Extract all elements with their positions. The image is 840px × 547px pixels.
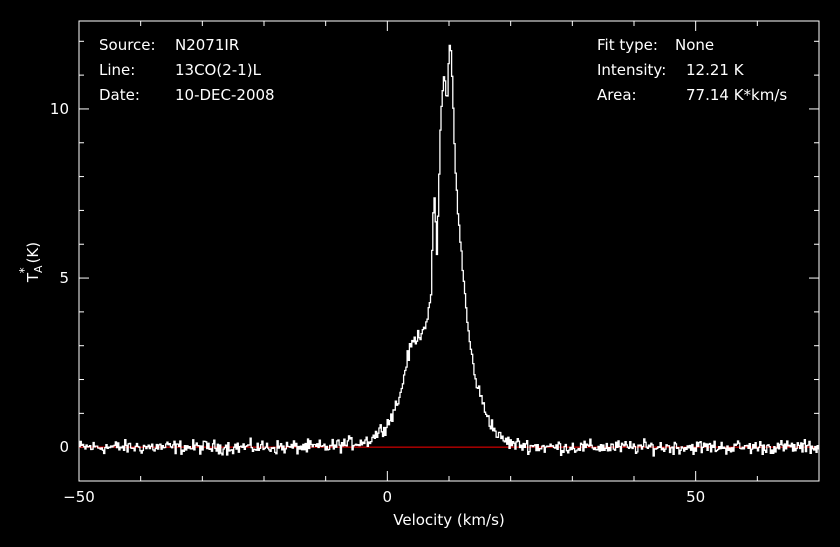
line-key: Line:	[99, 61, 135, 79]
intensity-key: Intensity:	[597, 61, 666, 79]
x-tick-label: 50	[686, 488, 705, 506]
y-tick-label: 0	[59, 438, 69, 456]
line-value: 13CO(2-1)L	[175, 61, 262, 79]
x-axis-label: Velocity (km/s)	[393, 511, 504, 529]
x-tick-label: 0	[383, 488, 393, 506]
area-key: Area:	[597, 86, 637, 104]
svg-text:TA*(K): TA*(K)	[17, 242, 45, 283]
y-tick-label: 10	[50, 100, 69, 118]
info-right: Fit type: None Intensity: 12.21 K Area: …	[597, 36, 787, 104]
fit-type-key: Fit type:	[597, 36, 658, 54]
axis-ticks: −50 0 50 0 5 10	[50, 21, 820, 506]
x-tick-label: −50	[63, 488, 95, 506]
y-tick-label: 5	[59, 269, 69, 287]
info-left: Source: N2071IR Line: 13CO(2-1)L Date: 1…	[99, 36, 275, 104]
date-key: Date:	[99, 86, 140, 104]
source-value: N2071IR	[175, 36, 239, 54]
fit-type-value: None	[675, 36, 714, 54]
source-key: Source:	[99, 36, 156, 54]
area-value: 77.14 K*km/s	[686, 86, 787, 104]
y-axis-label: TA*(K)	[17, 242, 45, 283]
date-value: 10-DEC-2008	[175, 86, 275, 104]
spectrum-line	[79, 44, 819, 457]
intensity-value: 12.21 K	[686, 61, 745, 79]
